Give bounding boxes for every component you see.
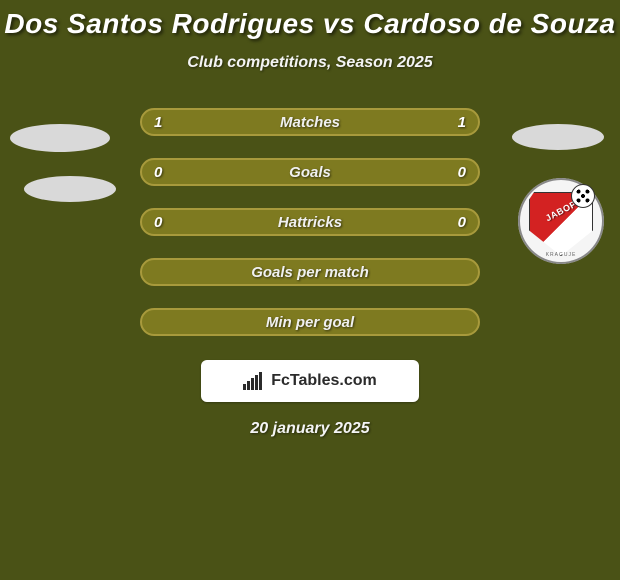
stat-value-right: 0	[458, 164, 466, 181]
stat-value-left: 0	[154, 214, 162, 231]
stat-label: Goals per match	[251, 264, 369, 281]
stat-label: Min per goal	[266, 314, 354, 331]
stat-bar: Min per goal	[140, 308, 480, 336]
stat-value-right: 0	[458, 214, 466, 231]
site-brand-text: FcTables.com	[271, 372, 377, 390]
stat-label: Hattricks	[278, 214, 342, 231]
stat-bar: 0 Goals 0	[140, 158, 480, 186]
stat-value-left: 0	[154, 164, 162, 181]
stat-bar: 0 Hattricks 0	[140, 208, 480, 236]
stat-value-right: 1	[458, 114, 466, 131]
stat-row-hattricks: 0 Hattricks 0	[0, 208, 620, 236]
stat-bar: 1 Matches 1	[140, 108, 480, 136]
stat-label: Matches	[280, 114, 340, 131]
stat-row-matches: 1 Matches 1	[0, 108, 620, 136]
vs-word: vs	[323, 8, 355, 39]
stat-row-min-per-goal: Min per goal	[0, 308, 620, 336]
stat-row-goals: 0 Goals 0	[0, 158, 620, 186]
stats-area: 1 Matches 1 0 Goals 0 0 Hattricks 0 Goal…	[0, 108, 620, 336]
stat-value-left: 1	[154, 114, 162, 131]
site-attribution[interactable]: FcTables.com	[201, 360, 419, 402]
bar-chart-icon	[243, 372, 265, 390]
player-right-name: Cardoso de Souza	[363, 8, 615, 39]
date-label: 20 january 2025	[0, 420, 620, 438]
stat-row-goals-per-match: Goals per match	[0, 258, 620, 286]
player-left-name: Dos Santos Rodrigues	[4, 8, 314, 39]
page-title: Dos Santos Rodrigues vs Cardoso de Souza	[0, 8, 620, 40]
stat-bar: Goals per match	[140, 258, 480, 286]
subtitle: Club competitions, Season 2025	[0, 54, 620, 72]
comparison-card: Dos Santos Rodrigues vs Cardoso de Souza…	[0, 0, 620, 438]
stat-label: Goals	[289, 164, 331, 181]
